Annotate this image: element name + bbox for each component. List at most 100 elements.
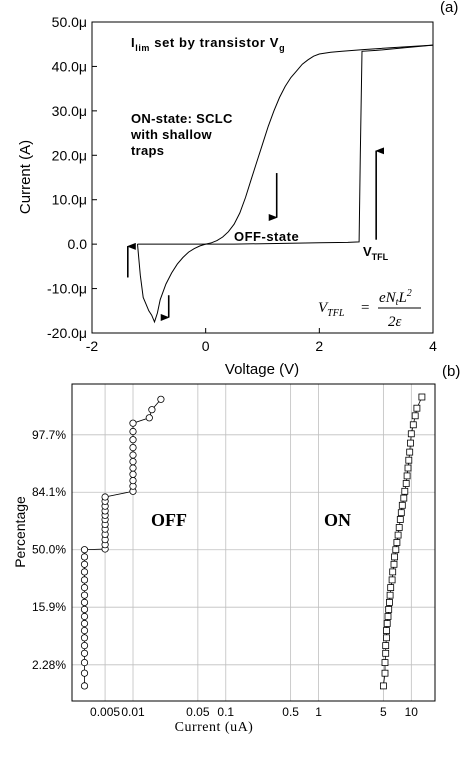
on-data-point <box>406 448 414 456</box>
on-data-point <box>379 682 387 690</box>
off-data-point <box>101 493 109 501</box>
panel-b-x-tick-label: 0.01 <box>121 705 145 719</box>
on-data-point <box>382 649 390 657</box>
panel-a-y-tick-label: 40.0μ <box>52 58 87 74</box>
vtfl-annotation: VTFL <box>363 244 389 262</box>
on-data-point <box>409 421 417 429</box>
off-data-point <box>80 658 89 667</box>
off-data-point <box>80 682 89 690</box>
off-data-point <box>80 598 89 607</box>
off-series-label: OFF <box>151 510 187 530</box>
panel-a-x-axis-label: Voltage (V) <box>225 361 299 378</box>
panel-b-y-tick-label: 15.9% <box>32 600 66 614</box>
on-data-point <box>400 494 408 502</box>
off-data-point <box>80 553 89 561</box>
on-data-point <box>383 634 390 642</box>
on-data-point <box>402 480 410 487</box>
on-data-point <box>381 659 389 666</box>
off-data-point <box>80 612 89 621</box>
panel-b-y-tick-label: 84.1% <box>32 485 66 499</box>
on-state-annotation-line1: ON-state: SCLC <box>131 111 233 126</box>
off-data-point <box>80 626 89 635</box>
off-data-point <box>129 427 137 436</box>
on-data-point <box>382 642 390 649</box>
figure-caption-fragment <box>0 740 474 759</box>
on-data-point <box>405 456 413 464</box>
svg-text:2ε: 2ε <box>388 314 402 330</box>
on-data-point <box>385 599 393 606</box>
panel-b-x-axis-label: Current (uA) <box>175 720 254 735</box>
off-data-point <box>129 443 137 452</box>
svg-text:eNtL2: eNtL2 <box>379 288 412 308</box>
panel-b-y-tick-label: 50.0% <box>32 543 66 557</box>
panel-a-y-tick-label: -10.0μ <box>47 281 87 297</box>
panel-b-x-tick-label: 1 <box>315 705 322 719</box>
panel-a-x-tick-label: -2 <box>86 338 99 354</box>
svg-text:=: = <box>361 300 369 316</box>
panel-b: (b) 2.28% 15.9% 50.0% 84.1% 97.7% 0.005 0.01 0… <box>12 363 460 735</box>
on-data-point <box>392 546 400 554</box>
on-data-point <box>386 591 394 599</box>
off-data-point <box>129 457 137 466</box>
off-series-connector <box>84 399 162 686</box>
off-data-point <box>80 568 89 576</box>
off-data-point <box>80 619 89 628</box>
on-series-label: ON <box>324 510 351 530</box>
on-series-connector <box>383 396 423 686</box>
on-data-point <box>407 430 415 438</box>
figure-canvas: (a) -20.0μ -10.0μ 0.0 10.0μ 20.0μ 30.0μ 40.0μ 5… <box>12 0 460 735</box>
off-data-point <box>80 641 89 650</box>
off-data-point <box>129 464 137 472</box>
off-data-point <box>145 414 153 422</box>
on-data-point <box>394 531 402 539</box>
on-data-point <box>390 560 398 568</box>
panel-a-x-tick-label: 0 <box>202 338 210 354</box>
panel-a-frame <box>91 21 434 334</box>
panel-b-label: (b) <box>442 363 460 380</box>
off-data-point <box>80 560 89 568</box>
panel-b-x-tick-label: 0.5 <box>282 705 299 719</box>
panel-a-x-tick-label: 4 <box>429 338 437 354</box>
on-state-annotation-line2: with shallow <box>130 127 212 142</box>
off-data-point <box>80 649 89 657</box>
off-data-point <box>80 669 89 677</box>
on-data-point <box>383 627 390 634</box>
on-data-point <box>387 584 395 591</box>
panel-b-x-tick-label: 5 <box>380 705 387 719</box>
off-data-point <box>129 470 137 478</box>
off-state-annotation: OFF-state <box>234 229 299 244</box>
on-data-point <box>381 669 389 677</box>
panel-a: (a) -20.0μ -10.0μ 0.0 10.0μ 20.0μ 30.0μ 40.0μ 5… <box>17 0 458 378</box>
vtfl-formula: VTFL = eNtL2 2ε <box>318 288 421 330</box>
off-data-point <box>129 476 137 485</box>
panel-b-y-tick-label: 97.7% <box>32 428 66 442</box>
on-data-point <box>418 393 426 401</box>
panel-b-y-axis-label: Percentage <box>12 496 28 568</box>
panel-a-y-tick-label: 0.0 <box>68 236 88 252</box>
on-data-point <box>413 404 421 412</box>
panel-a-y-tick-label: 10.0μ <box>52 192 87 208</box>
on-data-point <box>396 516 404 523</box>
on-data-point <box>403 472 411 480</box>
off-data-point <box>148 406 156 414</box>
panel-b-x-tick-label: 0.1 <box>217 705 234 719</box>
on-data-point <box>389 568 397 576</box>
on-data-point <box>384 613 392 620</box>
svg-text:VTFL: VTFL <box>318 300 345 319</box>
panel-b-y-tick-label: 2.28% <box>32 658 66 672</box>
panel-a-y-tick-label: 50.0μ <box>52 14 87 30</box>
on-data-point <box>388 576 396 584</box>
off-state-sweep-line <box>137 44 434 245</box>
on-data-point <box>407 439 414 447</box>
on-data-point <box>397 509 405 517</box>
off-data-point <box>80 591 89 599</box>
on-data-point <box>401 487 409 495</box>
panel-b-x-tick-label: 10 <box>405 705 419 719</box>
off-data-point <box>80 605 89 614</box>
panel-a-y-axis-label: Current (A) <box>17 140 34 214</box>
on-data-point <box>393 539 401 546</box>
on-data-point <box>391 553 399 561</box>
panel-a-y-tick-label: 30.0μ <box>52 103 87 119</box>
on-state-annotation-line3: traps <box>131 143 164 158</box>
off-data-point <box>129 436 137 444</box>
